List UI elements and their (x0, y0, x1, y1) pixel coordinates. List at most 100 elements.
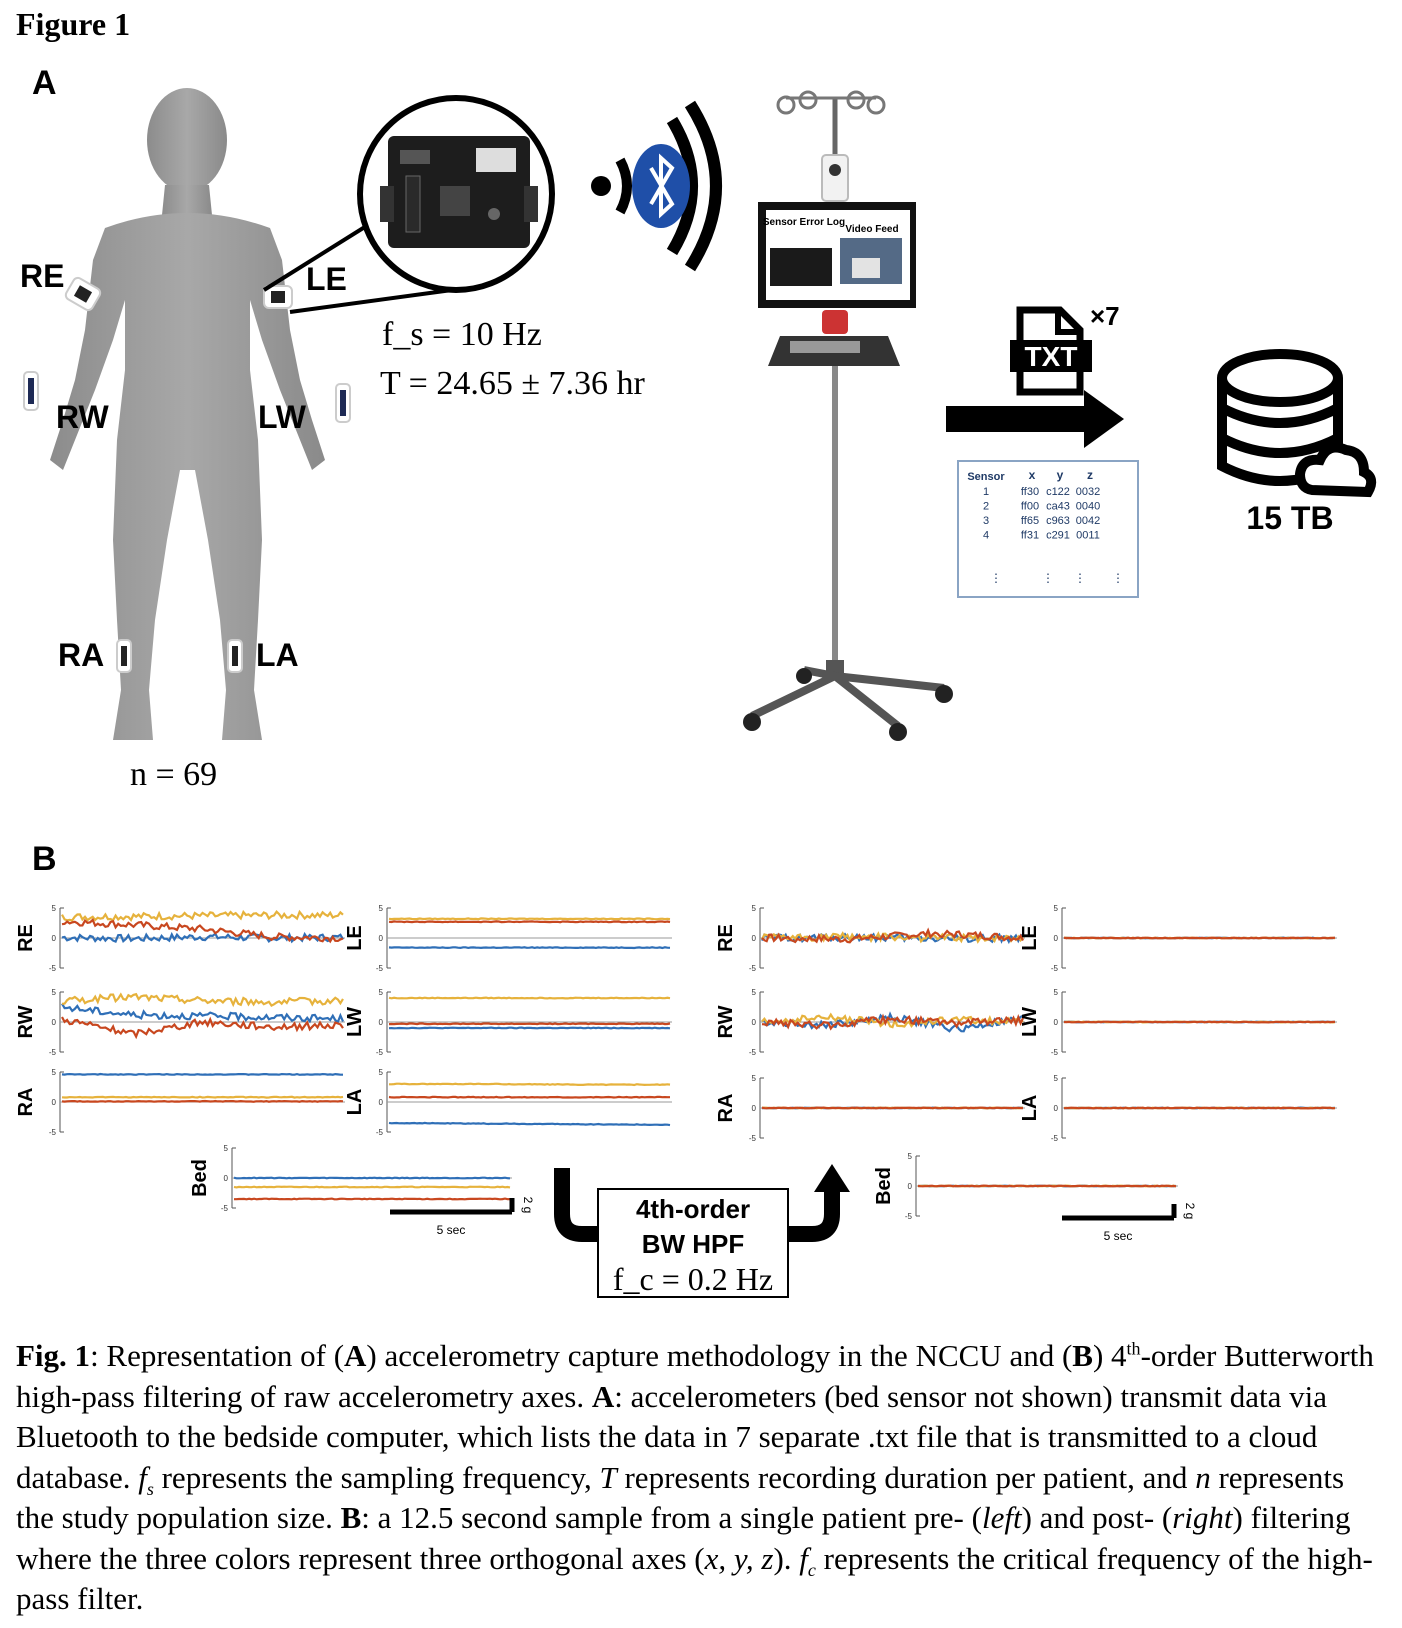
panel-b-label: B (32, 840, 57, 878)
sensor-label-lw: LW (258, 399, 307, 435)
accel-plot-lw: 5 0 -5 LW (1019, 988, 1337, 1057)
y-tick-label: 5 (52, 988, 57, 997)
table-cell: ff00 (1021, 501, 1039, 513)
caption-text: : Representation of ( (90, 1338, 345, 1373)
plot-label: LW (344, 1007, 366, 1037)
series-line (61, 918, 344, 944)
sensor-board-zoom (262, 95, 555, 314)
table-cell: 2 (983, 501, 989, 513)
table-header-y: y (1057, 468, 1064, 482)
table-cell: 4 (983, 530, 989, 542)
table-cell: 0032 (1076, 486, 1100, 498)
sensor-label-la: LA (256, 637, 299, 673)
y-tick-label: 0 (752, 934, 757, 943)
y-tick-label: 0 (52, 1098, 57, 1107)
data-table: Sensor x y z 1 ff30 c122 0032 2 ff00 ca43 0040 3… (957, 460, 1139, 598)
series-line (388, 996, 671, 1000)
sensor-board-icon (380, 136, 538, 248)
caption-text: represents the study population size. (16, 1459, 1345, 1536)
caption-fig-label: Fig. 1 (16, 1338, 91, 1373)
wifi-signal-arc-3 (684, 100, 722, 272)
caption-text: f (799, 1540, 808, 1576)
y-tick-label: 0 (52, 934, 57, 943)
y-tick-label: 5 (752, 988, 757, 997)
series-line (388, 917, 671, 921)
arrow-up-icon (814, 1164, 850, 1192)
plot-label: LE (1019, 925, 1041, 951)
y-tick-label: -5 (49, 1128, 57, 1137)
fs-equation: f_s = 10 Hz (382, 316, 542, 353)
table-ellipsis: ⋮ (1112, 571, 1124, 585)
series-line (388, 1022, 671, 1026)
accel-plot-lw: 5 0 -5 LW (344, 988, 672, 1057)
t-equation: T = 24.65 ± 7.36 hr (380, 365, 645, 402)
caption-text: ) 4 (1092, 1338, 1127, 1373)
amp-scale-label: 2 g (1183, 1203, 1197, 1220)
sensor-label-rw: RW (56, 399, 110, 435)
sensor-re-band (64, 276, 102, 312)
y-tick-label: 5 (752, 1074, 757, 1083)
series-line (761, 927, 1024, 944)
y-tick-label: 0 (379, 934, 384, 943)
y-tick-label: 0 (379, 1018, 384, 1027)
series-line (233, 1185, 511, 1189)
sensor-la-band (227, 639, 243, 673)
monitor-title-video-feed: Video Feed (845, 224, 898, 235)
y-tick-label: -5 (376, 964, 384, 973)
caption-text: s (146, 1478, 154, 1499)
accel-plot-la: 5 0 -5 LA (344, 1068, 672, 1137)
accel-plot-bed: 5 0 -5 Bed (873, 1152, 1178, 1221)
wifi-signal-arc-2 (666, 116, 698, 256)
y-tick-label: -5 (1051, 1048, 1059, 1057)
y-tick-label: 5 (1054, 904, 1059, 913)
table-cell: c122 (1046, 486, 1070, 498)
table-cell: 0011 (1076, 530, 1100, 542)
caption-text: ). (773, 1540, 800, 1576)
amp-scale-label: 2 g (521, 1197, 535, 1214)
y-tick-label: 0 (379, 1098, 384, 1107)
bedside-computer-icon (743, 90, 953, 741)
accel-plot-le: 5 0 -5 LE (1019, 904, 1337, 973)
database-cloud-icon (1217, 349, 1377, 498)
accel-plot-ra: 5 0 -5 RA (715, 1074, 1025, 1143)
sensor-ra-band (116, 639, 132, 673)
caption-text: ) filtering where the three colors repre… (16, 1500, 1351, 1576)
plot-label: RW (715, 1005, 737, 1038)
caption-text: ) and post- ( (1021, 1500, 1173, 1535)
table-cell: ff31 (1021, 530, 1039, 542)
y-tick-label: -5 (221, 1204, 229, 1213)
series-line (233, 1176, 511, 1180)
table-cell: 0042 (1076, 515, 1100, 527)
caption-text: T (599, 1459, 617, 1495)
series-line (61, 992, 344, 1008)
filter-cutoff: f_c = 0.2 Hz (613, 1261, 773, 1297)
accel-plot-ra: 5 0 -5 RA (15, 1068, 345, 1137)
series-line (61, 1099, 344, 1103)
table-cell: ff65 (1021, 515, 1039, 527)
table-cell: 3 (983, 515, 989, 527)
txt-file-icon (1010, 306, 1092, 396)
table-cell: 0040 (1076, 501, 1100, 513)
table-cell: ff30 (1021, 486, 1039, 498)
signal-dot (591, 176, 611, 196)
arrow-right-icon (946, 390, 1124, 448)
table-ellipsis: ⋮ (1074, 571, 1086, 585)
series-line (917, 1184, 1177, 1188)
y-tick-label: 0 (224, 1174, 229, 1183)
series-line (388, 920, 671, 924)
bluetooth-icon (632, 144, 690, 228)
plot-label: Bed (189, 1159, 211, 1197)
series-line (61, 1016, 344, 1040)
y-tick-label: 5 (379, 988, 384, 997)
series-line (61, 909, 344, 923)
plot-label: LE (344, 925, 366, 951)
plot-label: RA (715, 1094, 737, 1123)
y-tick-label: 0 (752, 1018, 757, 1027)
table-cell: ca43 (1046, 501, 1070, 513)
caption-text: x, y, z (704, 1540, 774, 1576)
panel-b-charts: 5 0 -5 RE 5 0 -5 LE 5 0 -5 RW 5 0 -5 LW 5 0 -5 RA 5 0 -5 LA 5 0 -5… (15, 904, 1337, 1243)
accel-plot-re: 5 0 -5 RE (15, 904, 345, 973)
y-tick-label: -5 (749, 1048, 757, 1057)
series-line (388, 946, 671, 950)
caption-text: left (981, 1500, 1022, 1535)
